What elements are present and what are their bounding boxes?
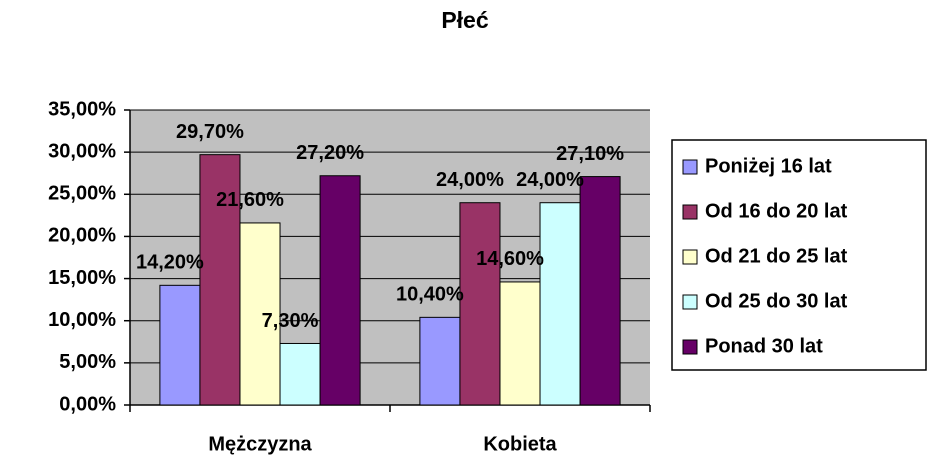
y-tick-label: 20,00% (48, 225, 116, 247)
legend-label: Od 16 do 20 lat (705, 200, 848, 222)
x-tick-label: Kobieta (483, 433, 557, 455)
y-tick-label: 30,00% (48, 140, 116, 162)
bar (499, 281, 541, 406)
data-label: 27,10% (556, 143, 624, 165)
legend-swatch (682, 249, 698, 265)
x-tick-label: Mężczyzna (208, 433, 312, 455)
legend-swatch (682, 159, 698, 175)
data-label: 10,40% (396, 284, 464, 306)
legend-swatch (682, 294, 698, 310)
bar (239, 222, 281, 406)
bar (159, 284, 201, 406)
legend-label: Ponad 30 lat (705, 335, 823, 357)
y-tick-label: 10,00% (48, 309, 116, 331)
bar (579, 176, 621, 406)
data-label: 27,20% (296, 142, 364, 164)
legend-swatch (682, 339, 698, 355)
legend (671, 139, 927, 371)
bar (539, 202, 581, 406)
y-tick-label: 25,00% (48, 183, 116, 205)
bar (419, 316, 461, 406)
bar (199, 154, 241, 406)
data-label: 14,60% (476, 248, 544, 270)
bar (279, 342, 321, 406)
data-label: 14,20% (136, 252, 204, 274)
bar (459, 202, 501, 406)
y-tick-label: 35,00% (48, 98, 116, 120)
bar (319, 175, 361, 406)
legend-swatch (682, 204, 698, 220)
data-label: 24,00% (436, 169, 504, 191)
data-label: 24,00% (516, 169, 584, 191)
legend-label: Od 25 do 30 lat (705, 290, 848, 312)
data-label: 29,70% (176, 121, 244, 143)
data-label: 7,30% (262, 310, 319, 332)
y-tick-label: 0,00% (59, 393, 116, 415)
chart-title: Płeć (441, 7, 489, 33)
legend-label: Poniżej 16 lat (705, 155, 832, 177)
y-tick-label: 15,00% (48, 267, 116, 289)
y-tick-label: 5,00% (59, 351, 116, 373)
legend-label: Od 21 do 25 lat (705, 245, 848, 267)
data-label: 21,60% (216, 189, 284, 211)
